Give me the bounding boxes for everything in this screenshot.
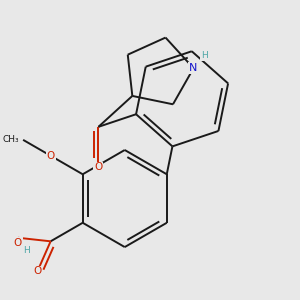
Text: O: O <box>14 238 22 248</box>
Text: CH₃: CH₃ <box>2 135 19 144</box>
Text: N: N <box>189 63 198 73</box>
Text: O: O <box>94 162 103 172</box>
Text: O: O <box>33 266 41 276</box>
Text: O: O <box>46 151 55 161</box>
Text: H: H <box>201 51 208 60</box>
Text: H: H <box>23 246 30 255</box>
